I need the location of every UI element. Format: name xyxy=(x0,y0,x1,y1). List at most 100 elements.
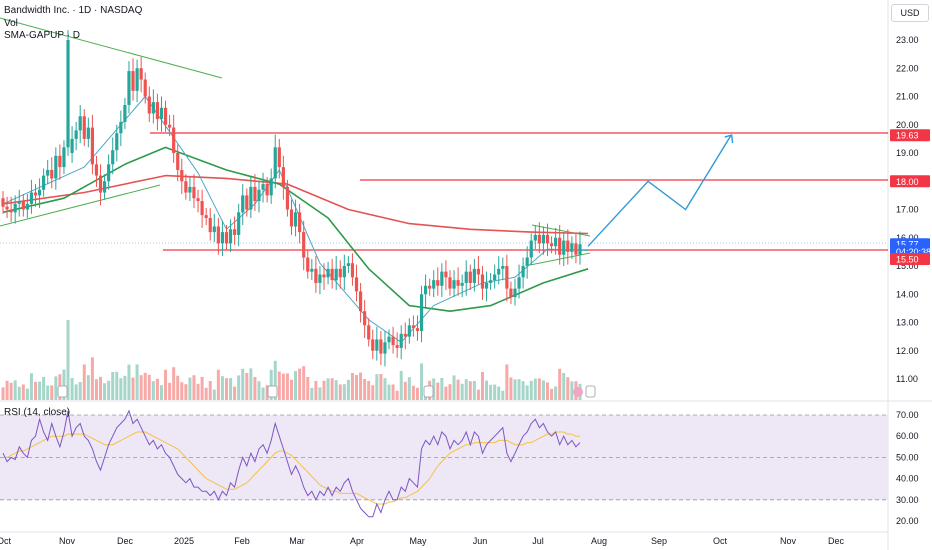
candle-body xyxy=(399,333,403,348)
candle-body xyxy=(249,186,253,210)
volume-bar xyxy=(147,374,151,400)
volume-bar xyxy=(480,372,484,400)
candle-body xyxy=(86,127,90,139)
volume-bar xyxy=(70,378,74,400)
volume-bar xyxy=(155,378,159,400)
candle-body xyxy=(533,234,537,241)
x-tick-label: Oct xyxy=(713,536,728,546)
volume-bar xyxy=(420,363,424,400)
volume-bar xyxy=(379,374,383,400)
candle-body xyxy=(566,240,570,252)
candle-body xyxy=(330,268,334,281)
candle-body xyxy=(415,328,420,331)
candle-body xyxy=(464,271,468,283)
x-tick-label: Apr xyxy=(350,536,364,546)
earnings-marker xyxy=(57,385,68,398)
candle-body xyxy=(139,68,143,80)
volume-bar xyxy=(359,372,363,400)
candle-body xyxy=(33,192,38,196)
x-tick-label: May xyxy=(409,536,427,546)
time-axis[interactable]: Oct Nov Dec 2025 Feb Mar Apr May Jun Jul Aug Sep Oct… xyxy=(0,536,844,546)
volume-bar xyxy=(550,388,554,400)
candle-body xyxy=(545,234,550,244)
volume-bar xyxy=(391,384,395,400)
candle-body xyxy=(411,325,416,329)
volume-bar xyxy=(29,373,33,400)
volume-bar xyxy=(184,384,188,400)
candle-body xyxy=(472,268,476,283)
candle-body xyxy=(9,209,13,213)
volume-bar xyxy=(570,381,574,400)
volume-bar xyxy=(46,385,50,400)
volume-bar xyxy=(273,360,277,400)
candle-body xyxy=(66,40,70,148)
volume-bar xyxy=(257,381,261,400)
earnings-marker xyxy=(423,385,434,398)
candle-body xyxy=(257,189,261,202)
projection-path xyxy=(587,134,734,247)
candle-body xyxy=(90,127,94,165)
candle-body xyxy=(578,244,582,255)
candle-body xyxy=(448,277,452,289)
chart-title: Bandwidth Inc. · 1D · NASDAQ xyxy=(4,5,143,16)
candle-body xyxy=(127,71,131,105)
candle-body xyxy=(525,257,529,266)
volume-bar xyxy=(452,375,456,400)
rsi-tick-label: 50.00 xyxy=(896,452,919,462)
candle-body xyxy=(440,271,444,286)
price-axis[interactable]: 23.00 22.00 21.00 20.00 19.00 17.00 16.00 15.00… xyxy=(896,35,919,526)
candle-body xyxy=(505,266,509,289)
volume-bar xyxy=(497,386,501,400)
y-tick-label: 20.00 xyxy=(896,120,919,130)
volume-bar xyxy=(127,364,131,400)
volume-bar xyxy=(554,386,558,400)
volume-bar xyxy=(74,384,78,400)
volume-bar xyxy=(25,388,29,400)
candle-body xyxy=(289,209,294,227)
volume-bar xyxy=(135,364,139,400)
volume-bar xyxy=(172,367,176,400)
volume-bar xyxy=(66,320,70,400)
volume-bar xyxy=(513,379,517,400)
currency-button[interactable]: USD xyxy=(891,4,929,22)
candle-body xyxy=(476,268,481,275)
price-label-bg xyxy=(890,175,930,188)
candle-body xyxy=(233,229,237,235)
candle-body xyxy=(281,167,285,187)
x-tick-label: Dec xyxy=(828,536,845,546)
volume-bar xyxy=(298,368,302,400)
volume-bar xyxy=(415,387,419,400)
candle-body xyxy=(216,226,220,244)
candle-body xyxy=(517,277,521,289)
volume-bar xyxy=(159,385,163,400)
candle-body xyxy=(237,212,241,235)
candle-body xyxy=(302,232,306,258)
candle-body xyxy=(94,164,99,176)
volume-bar xyxy=(164,369,168,400)
volume-bar xyxy=(281,373,285,400)
volume-bar xyxy=(139,375,143,400)
candle-body xyxy=(131,71,135,91)
rsi-label: RSI (14, close) xyxy=(4,407,71,418)
sma-mid-line xyxy=(2,146,589,312)
candle-body xyxy=(562,240,566,255)
y-tick-label: 11.00 xyxy=(896,374,918,384)
candle-body xyxy=(318,274,322,283)
volume-bar xyxy=(306,377,310,400)
volume-bar xyxy=(192,375,196,400)
candle-body xyxy=(484,282,489,289)
candle-body xyxy=(58,155,62,168)
volume-bar xyxy=(21,384,25,400)
candle-body xyxy=(509,288,513,298)
volume-bar xyxy=(94,379,98,400)
volume-bar xyxy=(50,385,54,400)
candle-body xyxy=(167,124,172,128)
candle-body xyxy=(212,226,216,233)
candle-body xyxy=(261,184,265,190)
candle-body xyxy=(192,186,196,199)
rsi-tick-label: 30.00 xyxy=(896,495,919,505)
price-label-text: 04:20:38 xyxy=(896,247,931,257)
candle-body xyxy=(29,192,34,204)
volume-bar xyxy=(34,381,38,400)
